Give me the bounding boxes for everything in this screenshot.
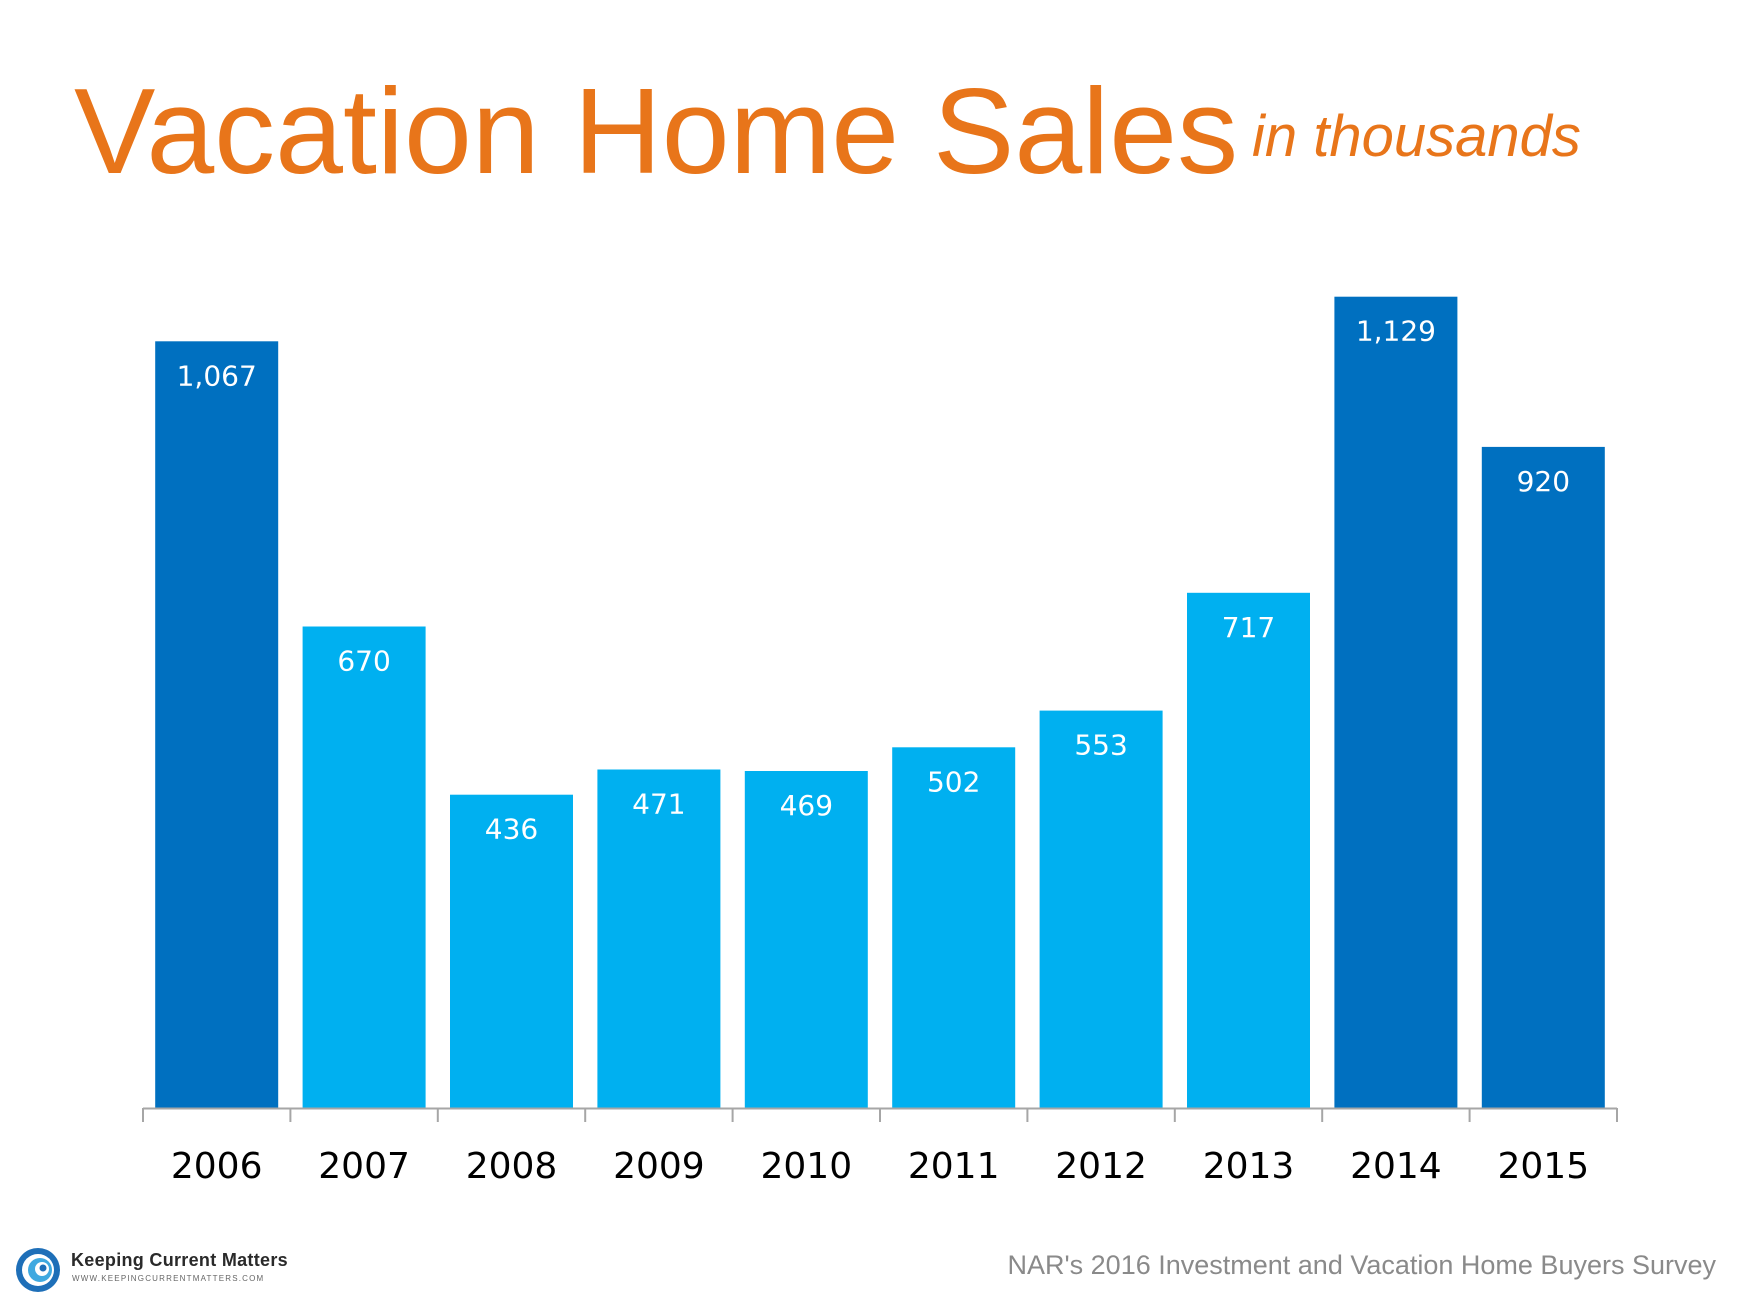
data-label-2008: 436 (485, 813, 538, 846)
bar-2011 (892, 747, 1016, 1108)
x-tick-label-2013: 2013 (1203, 1146, 1295, 1187)
data-label-2006: 1,067 (177, 359, 257, 392)
x-tick-label-2014: 2014 (1350, 1146, 1442, 1187)
bar-2008 (450, 794, 573, 1108)
bar-2015 (1481, 446, 1605, 1108)
chart-subtitle: in thousands (1252, 104, 1581, 169)
x-tick-label-2009: 2009 (613, 1146, 705, 1187)
x-tick-label-2008: 2008 (466, 1146, 558, 1187)
data-label-2009: 471 (632, 788, 685, 821)
swirl-icon (16, 1248, 60, 1292)
x-tick-label-2007: 2007 (318, 1146, 410, 1187)
logo-url: WWW.KEEPINGCURRENTMATTERS.COM (72, 1274, 265, 1283)
x-tick-label-2015: 2015 (1497, 1146, 1589, 1187)
bar-2013 (1187, 592, 1310, 1108)
logo-name: Keeping Current Matters (71, 1250, 288, 1270)
data-label-2011: 502 (927, 765, 980, 798)
chart-title: Vacation Home Sales (74, 63, 1239, 199)
bar-2014 (1334, 296, 1458, 1108)
bar-2012 (1039, 710, 1163, 1108)
data-label-2013: 717 (1222, 611, 1275, 644)
x-tick-label-2012: 2012 (1055, 1146, 1147, 1187)
data-label-2014: 1,129 (1356, 315, 1436, 348)
x-tick-label-2010: 2010 (760, 1146, 852, 1187)
data-label-2007: 670 (337, 645, 390, 678)
bar-2006 (155, 341, 279, 1108)
source-note: NAR's 2016 Investment and Vacation Home … (1007, 1250, 1717, 1280)
x-tick-label-2011: 2011 (908, 1146, 1000, 1187)
bar-2007 (302, 626, 426, 1108)
bar-2009 (597, 769, 721, 1108)
x-tick-label-2006: 2006 (171, 1146, 263, 1187)
bar-2010 (744, 771, 868, 1108)
keeping-current-matters-logo: Keeping Current Matters WWW.KEEPINGCURRE… (14, 1246, 374, 1296)
data-label-2015: 920 (1517, 465, 1570, 498)
data-label-2010: 469 (780, 789, 833, 822)
data-label-2012: 553 (1074, 729, 1127, 762)
